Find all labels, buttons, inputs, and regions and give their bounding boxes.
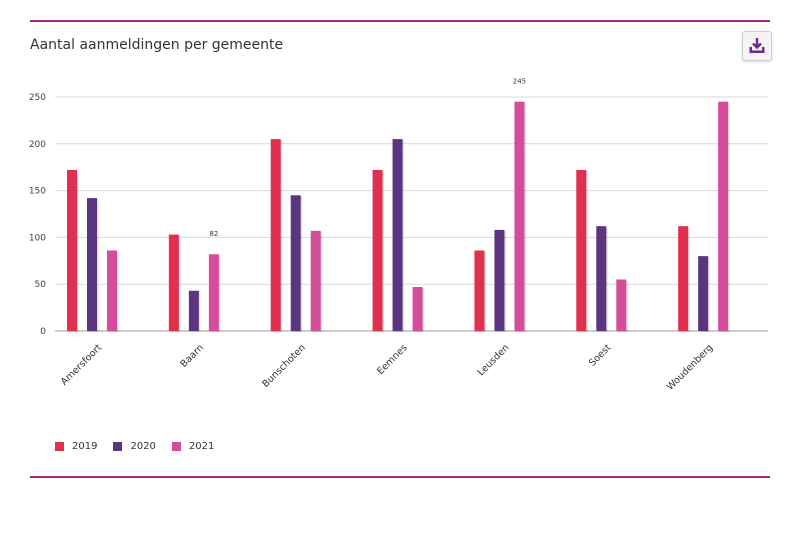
bar-2020-leusden[interactable] <box>494 229 505 331</box>
gridlines <box>55 96 768 332</box>
category-label: Bunschoten <box>260 342 307 389</box>
data-labels: 82 245 <box>209 78 526 239</box>
legend-swatch <box>55 442 64 451</box>
data-label: 245 <box>513 78 526 86</box>
y-tick-label: 0 <box>40 327 46 337</box>
bar-2019-soest[interactable] <box>576 170 587 331</box>
bar-2021-bunschoten[interactable] <box>310 230 321 331</box>
bottom-divider <box>30 476 770 478</box>
bar-2019-woudenberg[interactable] <box>678 226 689 331</box>
y-tick-label: 50 <box>35 280 47 290</box>
top-divider <box>30 20 770 22</box>
data-label: 82 <box>209 230 218 238</box>
bar-2019-baarn[interactable] <box>168 234 179 331</box>
legend-label: 2020 <box>130 441 156 452</box>
y-tick-label: 250 <box>29 93 46 103</box>
bar-2021-leusden[interactable] <box>514 101 525 332</box>
legend-item-2021[interactable]: 2021 <box>171 441 215 452</box>
category-label: Soest <box>587 342 614 369</box>
legend-swatch <box>113 442 123 451</box>
bar-2020-soest[interactable] <box>596 226 607 331</box>
category-label: Amersfoort <box>59 342 104 387</box>
bar-2020-bunschoten[interactable] <box>290 195 301 331</box>
legend-item-2020[interactable]: 2020 <box>113 441 156 452</box>
bar-2021-amersfoort[interactable] <box>107 250 117 331</box>
bar-2021-soest[interactable] <box>616 279 627 331</box>
bar-2021-woudenberg[interactable] <box>718 101 729 332</box>
bar-2020-baarn[interactable] <box>188 290 199 331</box>
bars <box>67 101 730 333</box>
y-tick-label: 150 <box>29 187 46 197</box>
bar-2021-eemnes[interactable] <box>412 287 423 331</box>
legend-item-2019[interactable]: 2019 <box>55 441 97 452</box>
category-label: Eemnes <box>375 342 410 377</box>
bar-2020-woudenberg[interactable] <box>698 256 709 331</box>
category-label: Leusden <box>476 342 512 378</box>
bar-chart: 0 50 100 150 200 250 Amersfoort Baarn Bunschote… <box>29 78 768 393</box>
bar-2019-amersfoort[interactable] <box>67 170 77 331</box>
bar-2021-baarn[interactable] <box>208 254 219 331</box>
bar-2019-eemnes[interactable] <box>372 170 383 331</box>
category-label: Baarn <box>178 342 206 370</box>
bar-2020-eemnes[interactable] <box>392 139 403 331</box>
download-button[interactable] <box>742 31 772 61</box>
bar-2019-bunschoten[interactable] <box>270 139 281 331</box>
bar-2020-amersfoort[interactable] <box>87 198 97 331</box>
chart-title: Aantal aanmeldingen per gemeente <box>30 37 284 53</box>
legend-label: 2021 <box>188 441 215 452</box>
download-tray-icon <box>749 38 765 53</box>
y-tick-label: 100 <box>29 233 46 243</box>
y-axis-ticks: 0 50 100 150 200 250 <box>29 93 46 337</box>
y-tick-label: 200 <box>29 140 46 150</box>
category-labels: Amersfoort Baarn Bunschoten Eemnes Leusden So… <box>59 342 715 393</box>
bar-2019-leusden[interactable] <box>474 250 485 331</box>
legend-swatch <box>171 442 181 451</box>
category-label: Woudenberg <box>665 342 715 392</box>
legend: 2019 2020 2021 <box>55 441 214 452</box>
legend-label: 2019 <box>72 441 98 452</box>
